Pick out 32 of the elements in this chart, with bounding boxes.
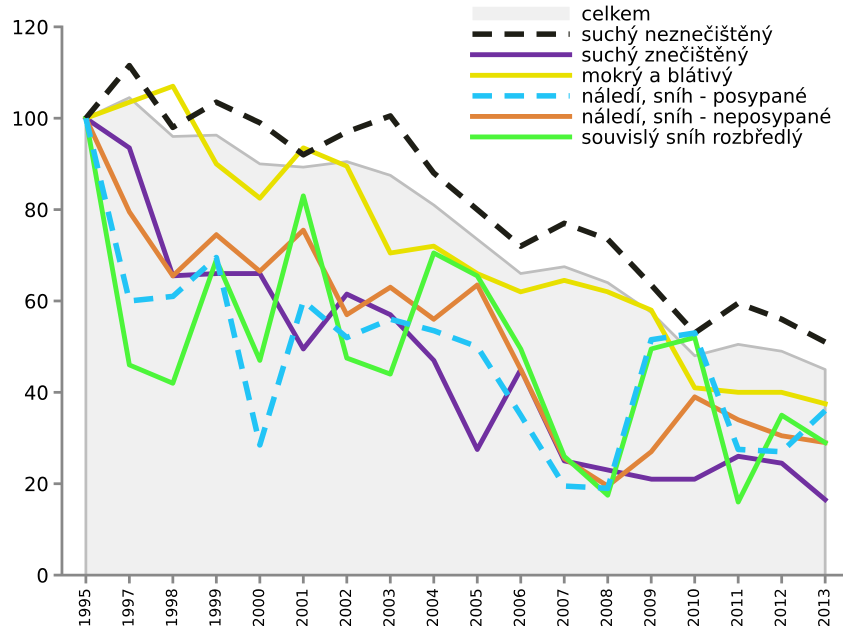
x-tick-label: 2001: [296, 590, 308, 626]
x-tick-label: 2007: [557, 590, 569, 626]
y-tick-label: 20: [25, 476, 48, 492]
x-tick-label: 1995: [78, 590, 90, 626]
x-tick-label: 2006: [514, 589, 526, 626]
x-tick-label: 2004: [426, 589, 438, 626]
legend-label: náledí, sníh - neposypané: [583, 108, 830, 128]
legend-label: náledí, sníh - posypané: [583, 87, 806, 107]
x-tick-label: 2000: [252, 589, 264, 626]
y-tick-label: 80: [25, 202, 48, 218]
x-tick-label: 2003: [383, 590, 395, 626]
x-tick-label: 2012: [774, 590, 786, 626]
x-tick-label: 1998: [166, 589, 178, 626]
x-tick-label: 1999: [209, 589, 221, 626]
y-tick-label: 0: [38, 568, 48, 583]
legend-label: suchý znečištěný: [582, 46, 748, 66]
y-tick-label: 120: [14, 20, 48, 34]
x-tick-label: 2010: [688, 589, 700, 626]
x-tick-label: 2009: [644, 589, 656, 626]
x-tick-label: 2011: [731, 590, 743, 626]
legend-label: mokrý a blátivý: [583, 66, 732, 86]
x-tick-label: 2002: [340, 590, 352, 626]
legend-label: souvislý sníh rozbředlý: [582, 128, 802, 148]
x-tick-label: 1997: [122, 590, 134, 626]
y-tick-label: 40: [24, 385, 48, 400]
legend-label: celkem: [582, 6, 650, 21]
legend-label: suchý neznečištěný: [582, 25, 772, 45]
x-tick-label: 2008: [600, 589, 612, 626]
y-tick-label: 100: [14, 111, 48, 126]
y-tick-label: 60: [25, 294, 48, 309]
x-tick-label: 2013: [818, 590, 830, 626]
x-tick-label: 2005: [470, 590, 482, 626]
